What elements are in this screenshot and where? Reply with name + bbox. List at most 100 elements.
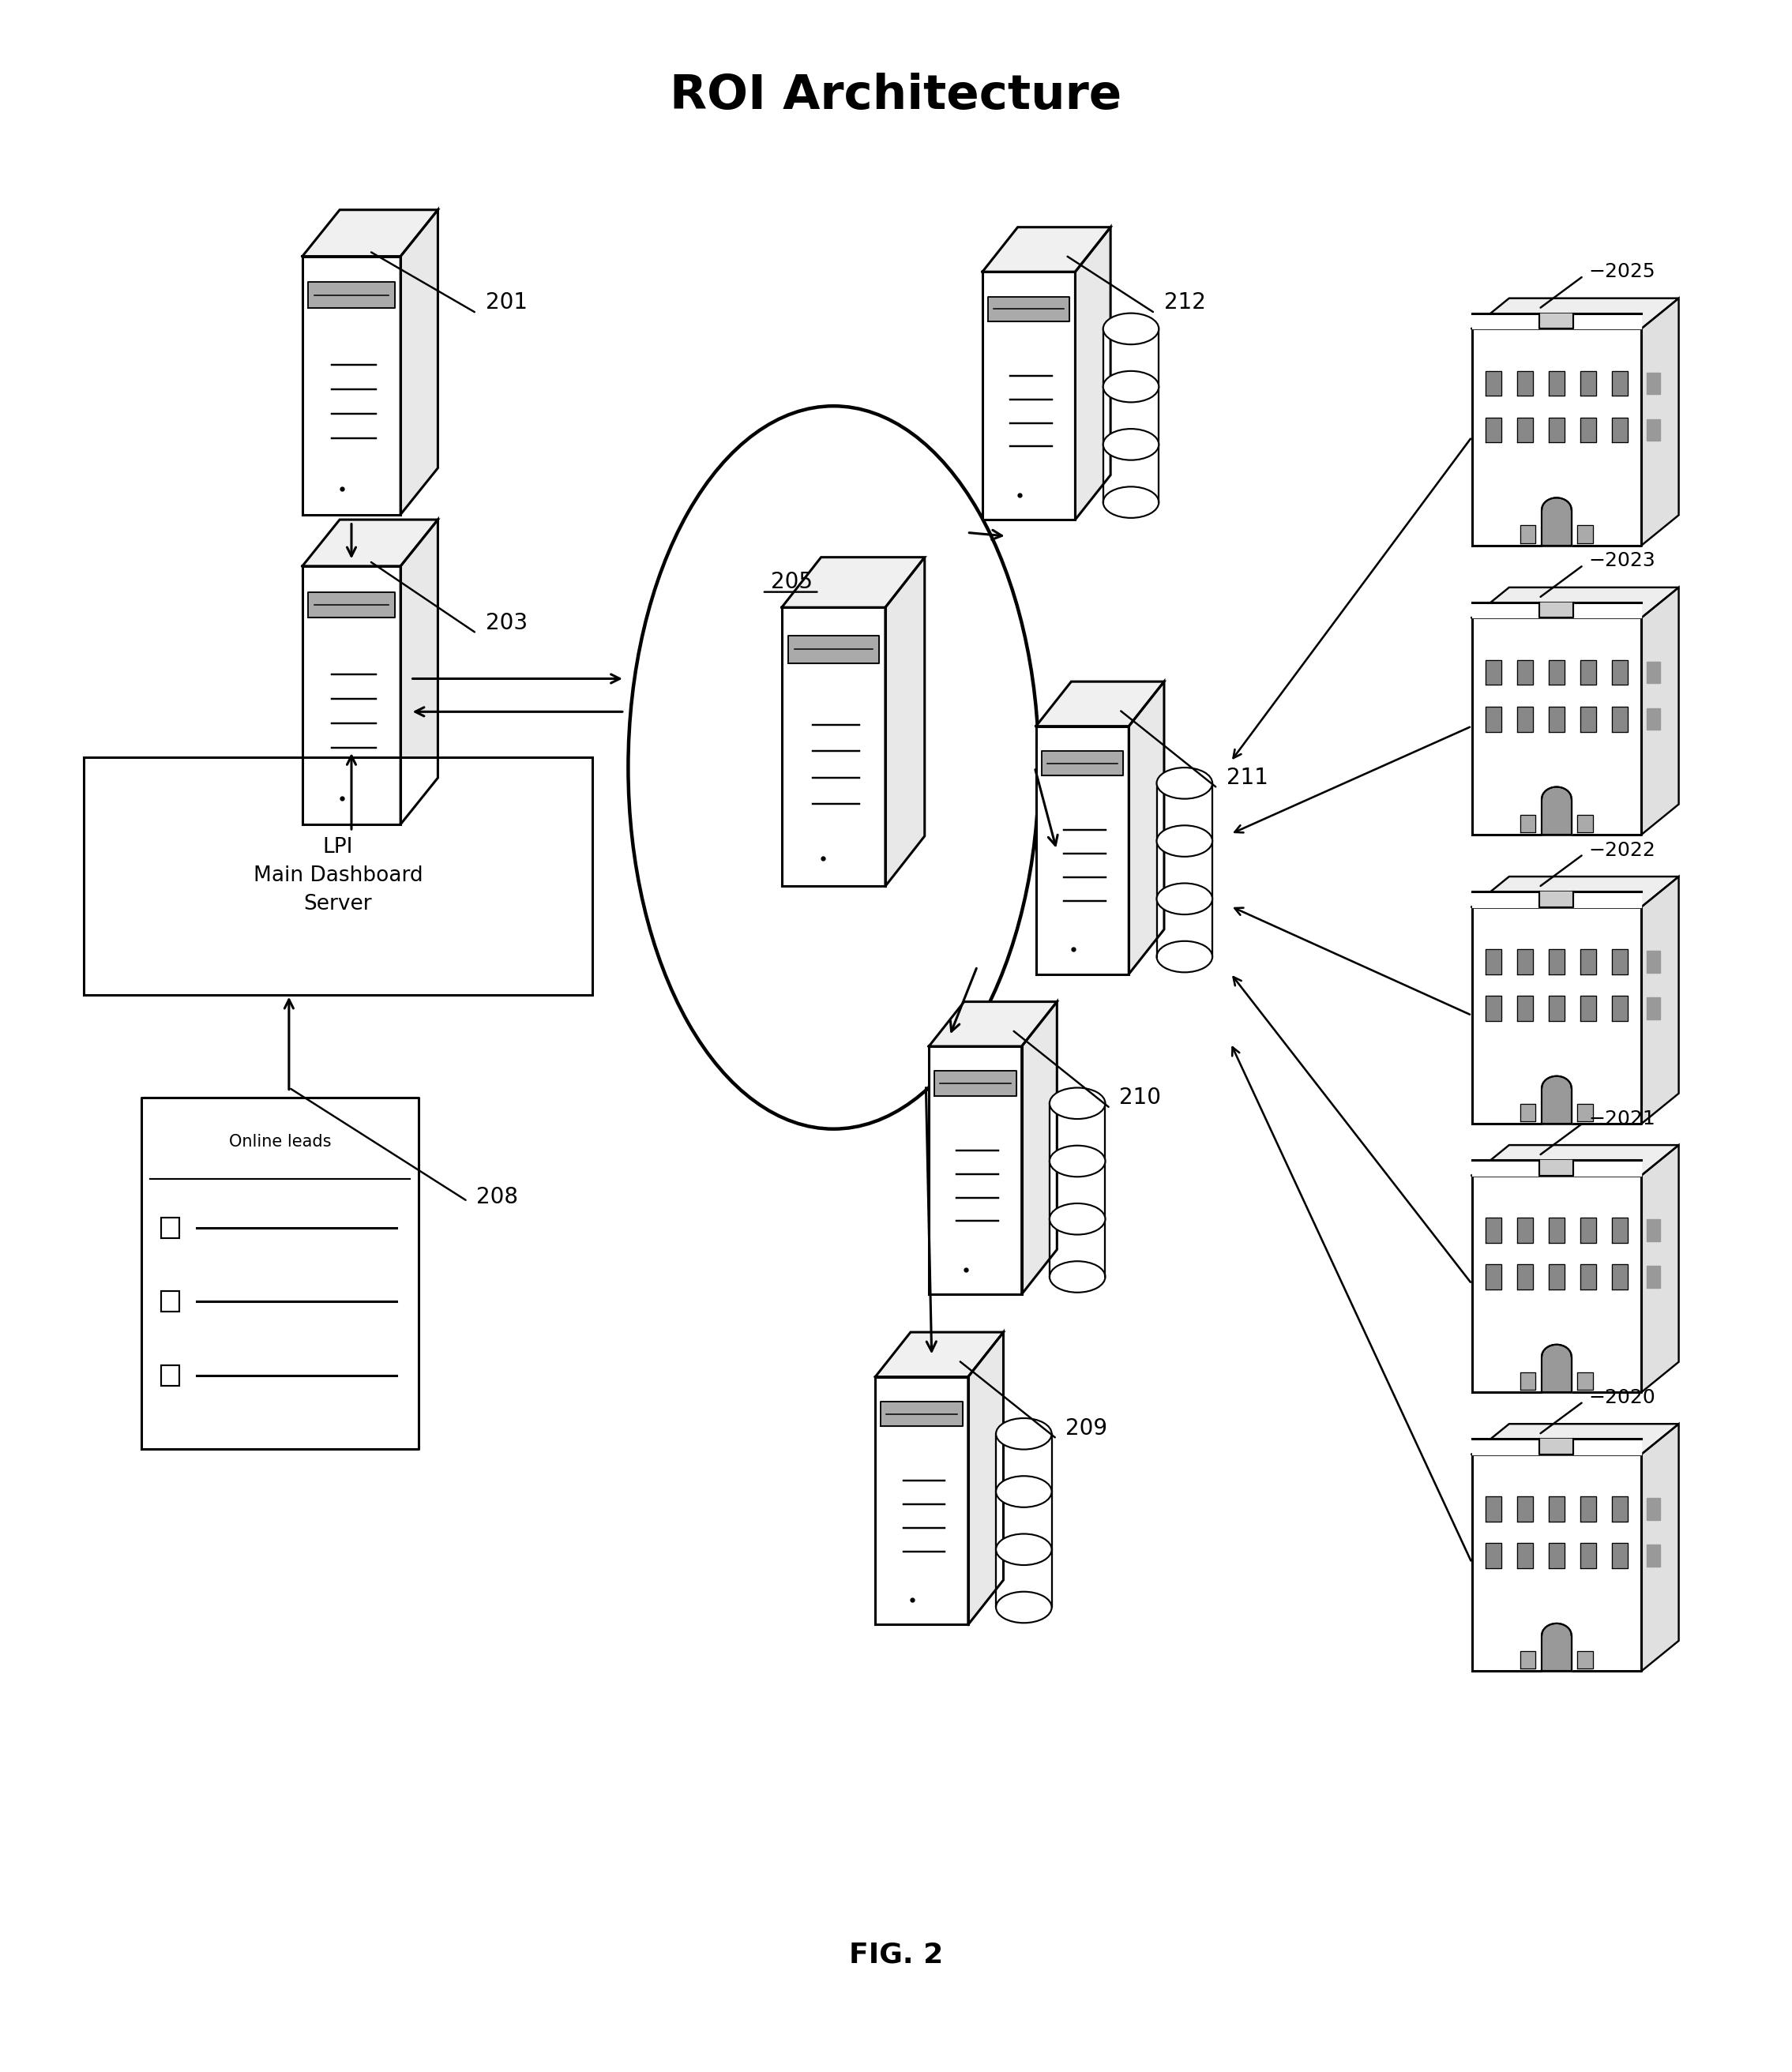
Text: FIG. 2: FIG. 2 — [849, 1941, 943, 1968]
Polygon shape — [1581, 1218, 1597, 1243]
Polygon shape — [1539, 603, 1573, 617]
Polygon shape — [1611, 1264, 1627, 1289]
Polygon shape — [1471, 586, 1679, 617]
Ellipse shape — [996, 1591, 1052, 1622]
Polygon shape — [1641, 876, 1679, 1123]
Polygon shape — [1471, 876, 1679, 908]
Polygon shape — [996, 1550, 1052, 1608]
Polygon shape — [1050, 1160, 1106, 1218]
Polygon shape — [1581, 1544, 1597, 1569]
Ellipse shape — [1050, 1262, 1106, 1293]
Polygon shape — [1156, 783, 1213, 841]
Polygon shape — [1541, 1635, 1572, 1672]
Polygon shape — [401, 209, 437, 514]
Polygon shape — [1539, 891, 1573, 908]
Polygon shape — [1541, 1357, 1572, 1392]
Polygon shape — [1486, 371, 1502, 396]
Polygon shape — [1641, 298, 1679, 545]
Text: 201: 201 — [486, 292, 527, 313]
Polygon shape — [1541, 1635, 1572, 1672]
Polygon shape — [1518, 371, 1534, 396]
Polygon shape — [1611, 949, 1627, 974]
Polygon shape — [1581, 949, 1597, 974]
Polygon shape — [1518, 661, 1534, 686]
Polygon shape — [303, 520, 437, 566]
Polygon shape — [1471, 603, 1641, 617]
Polygon shape — [1471, 298, 1679, 329]
Polygon shape — [1548, 419, 1564, 443]
Polygon shape — [1541, 1088, 1572, 1123]
Text: 210: 210 — [1120, 1088, 1161, 1109]
Polygon shape — [1520, 1372, 1536, 1390]
Text: ROI Architecture: ROI Architecture — [670, 73, 1122, 120]
Text: −2023: −2023 — [1590, 551, 1656, 570]
Polygon shape — [1541, 510, 1572, 545]
Polygon shape — [781, 557, 925, 607]
Polygon shape — [1548, 1496, 1564, 1521]
Polygon shape — [1486, 419, 1502, 443]
Polygon shape — [401, 520, 437, 825]
Polygon shape — [142, 1098, 418, 1448]
Bar — [84, 756, 593, 995]
Polygon shape — [928, 1046, 1021, 1295]
Polygon shape — [1647, 1498, 1659, 1521]
Polygon shape — [874, 1332, 1004, 1376]
Polygon shape — [882, 1401, 962, 1426]
Polygon shape — [1520, 814, 1536, 833]
Polygon shape — [1611, 419, 1627, 443]
Polygon shape — [1647, 419, 1659, 441]
Polygon shape — [982, 271, 1075, 520]
Polygon shape — [1518, 419, 1534, 443]
Polygon shape — [1611, 1496, 1627, 1521]
Polygon shape — [996, 1434, 1052, 1492]
Polygon shape — [1518, 1264, 1534, 1289]
Polygon shape — [1156, 841, 1213, 899]
Polygon shape — [1471, 1146, 1679, 1175]
Polygon shape — [303, 209, 437, 257]
Polygon shape — [1471, 1455, 1641, 1672]
Polygon shape — [996, 1492, 1052, 1550]
Polygon shape — [1156, 899, 1213, 957]
Ellipse shape — [1050, 1088, 1106, 1119]
Text: 208: 208 — [477, 1185, 518, 1208]
Polygon shape — [781, 607, 885, 887]
Polygon shape — [1548, 707, 1564, 731]
Polygon shape — [1541, 510, 1572, 545]
Polygon shape — [1129, 682, 1165, 974]
Polygon shape — [1611, 371, 1627, 396]
Polygon shape — [1471, 617, 1641, 835]
Polygon shape — [1581, 371, 1597, 396]
Polygon shape — [1518, 1496, 1534, 1521]
Polygon shape — [1486, 1264, 1502, 1289]
Text: −2021: −2021 — [1590, 1109, 1656, 1127]
Polygon shape — [1471, 1160, 1641, 1175]
Polygon shape — [1581, 707, 1597, 731]
Polygon shape — [303, 257, 401, 514]
Polygon shape — [303, 566, 401, 825]
Polygon shape — [1581, 997, 1597, 1021]
Text: 205: 205 — [771, 570, 814, 593]
Polygon shape — [1548, 997, 1564, 1021]
Polygon shape — [1471, 1175, 1641, 1392]
Polygon shape — [1581, 1496, 1597, 1521]
Polygon shape — [1104, 329, 1159, 387]
Polygon shape — [1641, 586, 1679, 835]
Text: LPI
Main Dashboard
Server: LPI Main Dashboard Server — [253, 837, 423, 914]
Polygon shape — [1577, 526, 1593, 543]
Ellipse shape — [1156, 825, 1213, 856]
Polygon shape — [1539, 313, 1573, 329]
Polygon shape — [1518, 949, 1534, 974]
Polygon shape — [308, 593, 394, 617]
Polygon shape — [1041, 750, 1124, 775]
Polygon shape — [1548, 1264, 1564, 1289]
Text: 203: 203 — [486, 611, 527, 634]
Polygon shape — [1647, 1546, 1659, 1566]
Polygon shape — [1539, 1160, 1573, 1175]
Polygon shape — [1471, 329, 1641, 545]
Ellipse shape — [1104, 487, 1159, 518]
Bar — [161, 1365, 179, 1386]
Polygon shape — [1471, 1440, 1641, 1455]
Polygon shape — [1541, 497, 1572, 510]
Polygon shape — [1577, 1651, 1593, 1668]
Polygon shape — [1050, 1102, 1106, 1160]
